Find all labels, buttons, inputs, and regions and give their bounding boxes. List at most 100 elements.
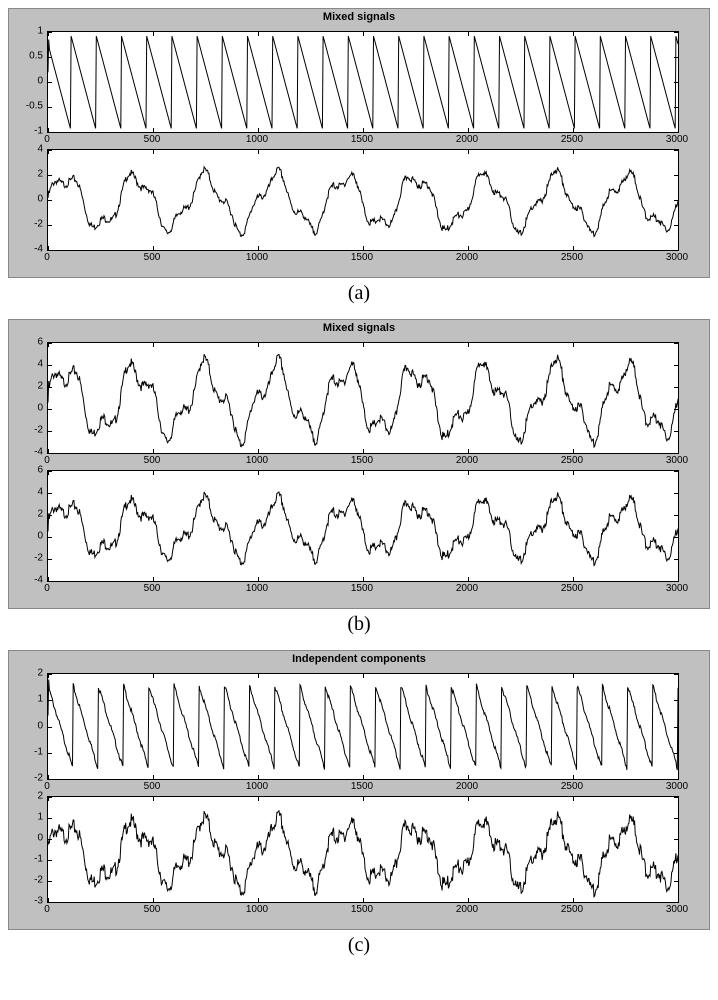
y-tick-label: 0 — [15, 403, 43, 414]
figure-panel-c: Independent components-2-101205001000150… — [8, 650, 710, 930]
y-tick-label: -4 — [15, 575, 43, 586]
x-tick-label: 1500 — [351, 904, 373, 915]
y-tick-label: 1 — [15, 694, 43, 705]
x-tick-label: 1500 — [351, 134, 373, 145]
axes — [47, 31, 679, 133]
x-tick-label: 0 — [44, 781, 50, 792]
x-tick-label: 2500 — [561, 134, 583, 145]
figure-title: Mixed signals — [19, 322, 699, 334]
y-tick-label: -2 — [15, 425, 43, 436]
figure-title: Independent components — [19, 653, 699, 665]
signal-line — [48, 354, 678, 447]
y-tick-label: 1 — [15, 26, 43, 37]
x-tick-label: 500 — [144, 904, 161, 915]
y-tick-label: 0 — [15, 76, 43, 87]
y-tick-label: -2 — [15, 553, 43, 564]
y-tick-label: 2 — [15, 791, 43, 802]
figure-panel-b: Mixed signals-4-202460500100015002000250… — [8, 319, 710, 609]
plot-c1: -2-1012050010001500200025003000 — [47, 673, 699, 780]
x-tick-label: 0 — [44, 252, 50, 263]
x-tick-label: 0 — [44, 583, 50, 594]
x-tick-label: 3000 — [666, 252, 688, 263]
x-tick-label: 1500 — [351, 252, 373, 263]
plot-b1: -4-20246050010001500200025003000 — [47, 342, 699, 454]
axes — [47, 673, 679, 780]
figure-panel-a: Mixed signals-1-0.500.510500100015002000… — [8, 8, 710, 278]
x-tick-label: 0 — [44, 134, 50, 145]
x-tick-label: 3000 — [666, 904, 688, 915]
x-tick-label: 2500 — [561, 455, 583, 466]
y-tick-label: 4 — [15, 487, 43, 498]
x-tick-label: 3000 — [666, 455, 688, 466]
axes — [47, 342, 679, 454]
y-tick-label: 0 — [15, 720, 43, 731]
plot-b2: -4-20246050010001500200025003000 — [47, 470, 699, 582]
x-tick-label: 1000 — [246, 904, 268, 915]
x-tick-label: 1500 — [351, 583, 373, 594]
plot-c2: -3-2-1012050010001500200025003000 — [47, 796, 699, 903]
y-tick-label: -0.5 — [15, 101, 43, 112]
y-tick-label: -2 — [15, 773, 43, 784]
y-tick-label: 6 — [15, 465, 43, 476]
y-tick-label: -3 — [15, 896, 43, 907]
axes — [47, 149, 679, 251]
x-tick-label: 1000 — [246, 134, 268, 145]
x-tick-label: 500 — [144, 134, 161, 145]
plot-a1: -1-0.500.51050010001500200025003000 — [47, 31, 699, 133]
x-tick-label: 1500 — [351, 781, 373, 792]
x-tick-label: 2000 — [456, 252, 478, 263]
y-tick-label: -2 — [15, 219, 43, 230]
y-tick-label: 4 — [15, 144, 43, 155]
y-tick-label: 0 — [15, 194, 43, 205]
x-tick-label: 1000 — [246, 583, 268, 594]
figure-title: Mixed signals — [19, 11, 699, 23]
y-tick-label: 1 — [15, 812, 43, 823]
subfigure-label-c: (c) — [8, 934, 710, 957]
x-tick-label: 0 — [44, 455, 50, 466]
x-tick-label: 2500 — [561, 781, 583, 792]
x-tick-label: 2000 — [456, 455, 478, 466]
y-tick-label: 6 — [15, 337, 43, 348]
y-tick-label: -1 — [15, 746, 43, 757]
x-tick-label: 3000 — [666, 781, 688, 792]
y-tick-label: 0 — [15, 833, 43, 844]
x-tick-label: 2000 — [456, 583, 478, 594]
x-tick-label: 2500 — [561, 904, 583, 915]
x-tick-label: 3000 — [666, 583, 688, 594]
signal-line — [48, 167, 678, 237]
axes — [47, 796, 679, 903]
x-tick-label: 1000 — [246, 455, 268, 466]
x-tick-label: 500 — [144, 252, 161, 263]
y-tick-label: 2 — [15, 381, 43, 392]
x-tick-label: 2000 — [456, 781, 478, 792]
y-tick-label: 4 — [15, 359, 43, 370]
signal-line — [48, 36, 678, 128]
x-tick-label: 500 — [144, 781, 161, 792]
x-tick-label: 3000 — [666, 134, 688, 145]
x-tick-label: 1000 — [246, 252, 268, 263]
x-tick-label: 1000 — [246, 781, 268, 792]
y-tick-label: 2 — [15, 169, 43, 180]
y-tick-label: -1 — [15, 126, 43, 137]
y-tick-label: 0 — [15, 531, 43, 542]
y-tick-label: -4 — [15, 447, 43, 458]
axes — [47, 470, 679, 582]
y-tick-label: 2 — [15, 668, 43, 679]
x-tick-label: 2500 — [561, 252, 583, 263]
y-tick-label: -1 — [15, 854, 43, 865]
y-tick-label: 0.5 — [15, 51, 43, 62]
subfigure-label-b: (b) — [8, 613, 710, 636]
plot-a2: -4-2024050010001500200025003000 — [47, 149, 699, 251]
signal-line — [48, 811, 678, 897]
x-tick-label: 2000 — [456, 134, 478, 145]
x-tick-label: 1500 — [351, 455, 373, 466]
x-tick-label: 500 — [144, 455, 161, 466]
x-tick-label: 2000 — [456, 904, 478, 915]
signal-line — [48, 492, 678, 566]
signal-line — [48, 680, 678, 771]
y-tick-label: -2 — [15, 875, 43, 886]
x-tick-label: 2500 — [561, 583, 583, 594]
x-tick-label: 500 — [144, 583, 161, 594]
y-tick-label: 2 — [15, 509, 43, 520]
y-tick-label: -4 — [15, 244, 43, 255]
